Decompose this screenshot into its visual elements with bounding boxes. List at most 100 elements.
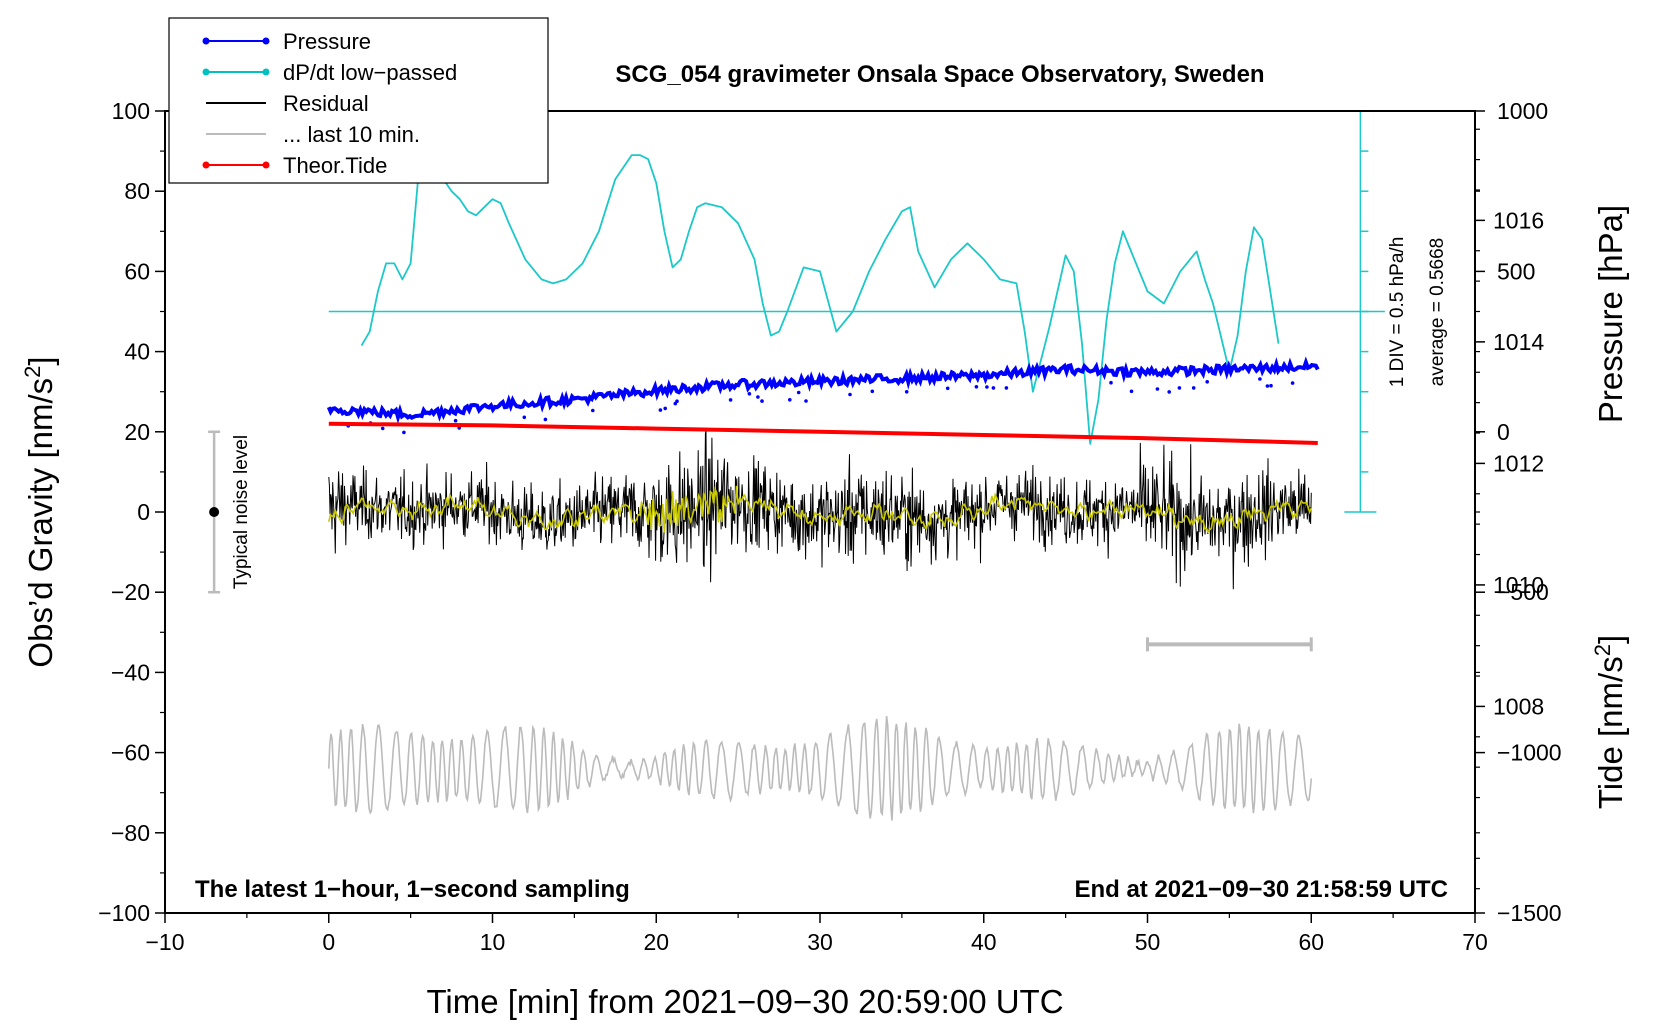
end-time-note: End at 2021−09−30 21:58:59 UTC: [1074, 876, 1448, 903]
tide-tick-label: −500: [1497, 579, 1549, 605]
pressure-point: [796, 390, 801, 395]
pressure-point: [543, 417, 548, 422]
pressure-tick-label: 1008: [1493, 693, 1544, 719]
legend-label: Pressure: [283, 29, 371, 54]
pressure-point: [985, 385, 989, 389]
legend-marker: [202, 37, 210, 45]
pressure-point: [728, 398, 733, 402]
residual-smoothed-series: [328, 485, 1313, 534]
pressure-point: [991, 386, 996, 390]
residual-series: [328, 429, 1312, 590]
pressure-point: [756, 395, 760, 399]
axis-ticks: −10 0 10 20 30 40 50 60 70−100−80−60−40−20020406…: [98, 98, 1561, 955]
pressure-tick-label: 1012: [1493, 450, 1544, 476]
tide-tick-label: −1500: [1497, 900, 1562, 926]
x-tick-label: 0: [322, 929, 335, 955]
tide-tick-label: 500: [1497, 258, 1535, 284]
pressure-point: [848, 392, 852, 397]
pressure-tick-label: 1014: [1493, 329, 1544, 355]
pressure-point: [974, 385, 979, 389]
noise-level-label: Typical noise level: [231, 435, 252, 589]
y-axis-title-left-sup: 2: [20, 366, 45, 378]
legend-marker: [202, 161, 210, 169]
legend-label: Residual: [283, 91, 369, 116]
y-left-tick-label: 40: [124, 339, 150, 365]
y-left-tick-label: 20: [124, 419, 150, 445]
pressure-point: [1269, 383, 1273, 388]
pressure-point: [788, 398, 792, 402]
legend-label: ... last 10 min.: [283, 122, 420, 147]
pressure-point: [804, 399, 808, 403]
pressure-point: [870, 389, 875, 394]
y-left-tick-label: −80: [111, 820, 150, 846]
legend-label: dP/dt low−passed: [283, 60, 457, 85]
tide-tick-label: 0: [1497, 419, 1510, 445]
y-left-tick-label: 100: [112, 98, 150, 124]
pressure-point: [760, 399, 764, 403]
pressure-tick-label: 1016: [1493, 207, 1544, 233]
y-axis-title-left-main: Obs’d Gravity [nm/s: [22, 378, 59, 668]
tide-tick-label: −1000: [1497, 740, 1562, 766]
chart-annotations: [208, 110, 1385, 652]
y-axis-title-pressure: Pressure [hPa]: [1592, 205, 1629, 423]
pressure-point: [904, 390, 909, 394]
pressure-point: [1155, 387, 1160, 391]
pressure-point: [747, 392, 752, 396]
x-tick-label: 60: [1298, 929, 1324, 955]
legend: Pressure dP/dt low−passed Residual ... last…: [168, 17, 549, 184]
pressure-point: [1258, 377, 1262, 381]
residual-smoothed-line: [328, 485, 1313, 534]
pressure-point: [663, 406, 667, 411]
pressure-point: [1004, 386, 1009, 390]
y-left-tick-label: −40: [111, 659, 150, 685]
x-tick-label: 50: [1135, 929, 1161, 955]
y-left-tick-label: 60: [124, 258, 150, 284]
y-left-tick-label: −20: [111, 579, 150, 605]
div-label: 1 DIV = 0.5 hPa/h: [1387, 237, 1408, 388]
pressure-tick-label: 1010: [1493, 572, 1544, 598]
y-axis-title-tide-main: Tide [nm/s: [1592, 656, 1629, 809]
y-left-tick-label: −100: [98, 900, 150, 926]
y-axis-title-left-close: ]: [22, 356, 59, 365]
x-axis-title: Time [min] from 2021−09−30 20:59:00 UTC: [426, 983, 1063, 1020]
pressure-point: [1290, 381, 1295, 385]
legend-marker: [202, 68, 210, 76]
pressure-point: [673, 401, 678, 406]
average-label: average = 0.5668: [1427, 238, 1448, 386]
y-axis-title-left: Obs’d Gravity [nm/s2]: [20, 356, 59, 667]
pressure-point: [1109, 380, 1113, 385]
pressure-point: [1265, 384, 1270, 388]
x-tick-label: 70: [1462, 929, 1488, 955]
pressure-point: [945, 386, 950, 391]
pressure-point: [1205, 380, 1209, 384]
pressure-series: [326, 356, 1320, 435]
pressure-point: [1129, 389, 1134, 394]
x-tick-label: 40: [971, 929, 997, 955]
pressure-line: [326, 356, 1320, 424]
y-axis-title-tide: Tide [nm/s2]: [1590, 635, 1629, 809]
legend-label: Theor.Tide: [283, 153, 387, 178]
pressure-point: [591, 408, 595, 413]
legend-box: [168, 17, 549, 184]
legend-marker: [262, 68, 270, 76]
sampling-note: The latest 1−hour, 1−second sampling: [195, 876, 630, 903]
legend-marker: [262, 37, 270, 45]
tide-tick-label: 1000: [1497, 98, 1548, 124]
x-tick-label: 10: [480, 929, 506, 955]
pressure-point: [402, 430, 406, 435]
y-axis-title-tide-sup: 2: [1590, 644, 1615, 656]
pressure-point: [658, 408, 663, 412]
theor-tide-line: [328, 421, 1318, 445]
pressure-point: [453, 418, 458, 423]
last-10-min-series: [328, 716, 1313, 821]
last-10-min-line: [328, 716, 1313, 821]
dpdt-line: [360, 102, 1280, 445]
y-axis-title-tide-close: ]: [1592, 635, 1629, 644]
x-tick-label: 20: [643, 929, 669, 955]
theor-tide-series: [328, 421, 1318, 445]
dpdt-series: [360, 102, 1280, 445]
y-left-tick-label: 0: [137, 499, 150, 525]
pressure-point: [522, 415, 527, 420]
y-left-tick-label: −60: [111, 740, 150, 766]
